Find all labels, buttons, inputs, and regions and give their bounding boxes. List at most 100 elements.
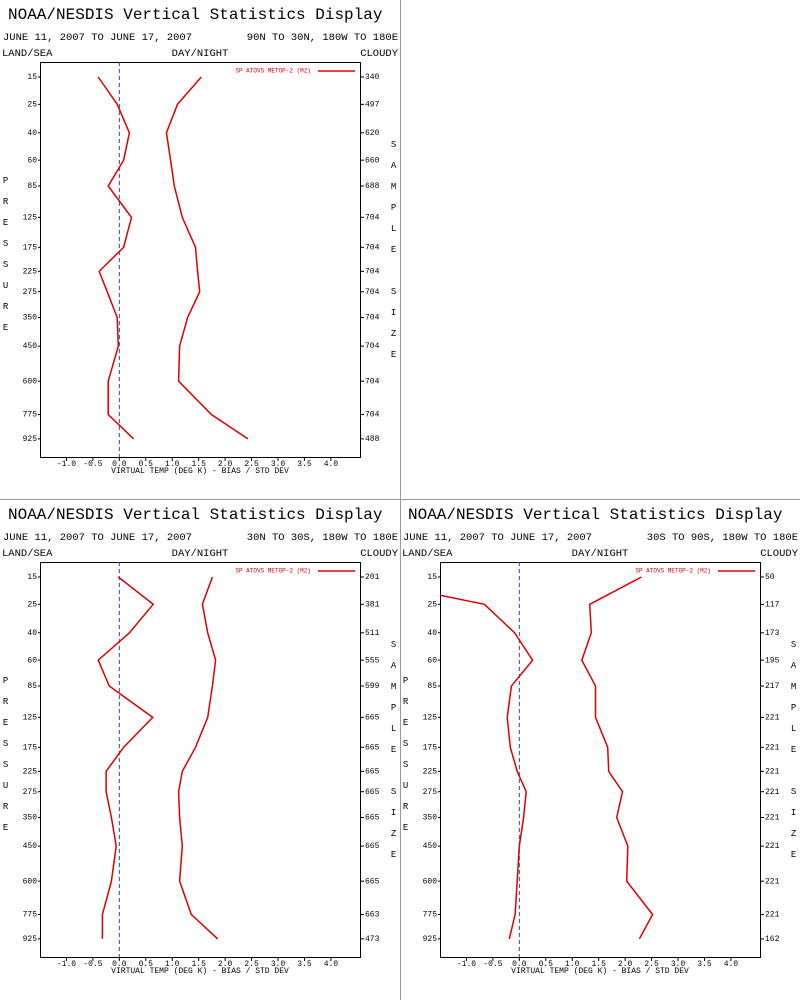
y-tick-label: 25 — [27, 600, 37, 609]
land-sea-label: LAND/SEA — [2, 48, 53, 60]
x-tick-label: 0.0 — [112, 460, 127, 469]
sample-size-label: 381 — [365, 600, 380, 609]
legend-label: SP ATOVS METOP-2 (M2) — [635, 568, 711, 575]
x-tick-label: 3.5 — [297, 960, 312, 969]
y-tick-label: 15 — [27, 573, 37, 582]
y-tick-label: 775 — [23, 411, 38, 420]
chart-title: NOAA/NESDIS Vertical Statistics Display — [8, 506, 383, 524]
sample-size-label: 665 — [365, 788, 380, 797]
y-tick-label: 85 — [27, 682, 37, 691]
chart-title: NOAA/NESDIS Vertical Statistics Display — [8, 6, 383, 24]
y-tick-label: 225 — [423, 767, 438, 776]
sample-size-label: 497 — [365, 100, 380, 109]
sample-size-label: 221 — [765, 911, 780, 920]
y-tick-label: 450 — [23, 342, 38, 351]
x-tick-label: 2.5 — [644, 960, 659, 969]
x-tick-label: 2.5 — [244, 960, 259, 969]
sample-size-label: 221 — [765, 767, 780, 776]
sample-size-label: 221 — [765, 713, 780, 722]
y-tick-label: 350 — [423, 814, 438, 823]
x-tick-label: -0.5 — [483, 960, 502, 969]
y-tick-label: 15 — [27, 73, 37, 82]
y-tick-label: 175 — [23, 243, 38, 252]
x-axis-label: VIRTUAL TEMP (DEG K) - BIAS / STD DEV — [511, 967, 689, 976]
y2-axis-label: SAMPLE SIZE — [389, 640, 399, 871]
x-axis-label: VIRTUAL TEMP (DEG K) - BIAS / STD DEV — [111, 467, 289, 476]
y-tick-label: 925 — [423, 935, 438, 944]
sample-size-label: 704 — [365, 267, 380, 276]
sample-size-label: 620 — [365, 129, 380, 138]
cloud-label: CLOUDY — [360, 48, 399, 60]
panel: NOAA/NESDIS Vertical Statistics Display J… — [401, 506, 799, 976]
y2-axis-label: SAMPLE SIZE — [789, 640, 799, 871]
y-tick-label: 275 — [23, 788, 38, 797]
plot-frame — [440, 562, 761, 958]
sample-size-label: 221 — [765, 788, 780, 797]
land-sea-label: LAND/SEA — [402, 548, 453, 560]
x-tick-label: 2.5 — [244, 460, 259, 469]
x-tick-label: 0.5 — [539, 960, 554, 969]
sample-size-label: 201 — [365, 573, 380, 582]
sample-size-label: 704 — [365, 213, 380, 222]
sample-size-label: 660 — [365, 156, 380, 165]
y-axis-label: PRESSURE — [1, 176, 11, 344]
y-tick-label: 40 — [427, 629, 437, 638]
y-tick-label: 60 — [427, 656, 437, 665]
y-tick-label: 25 — [427, 600, 437, 609]
day-night-label: DAY/NIGHT — [172, 48, 229, 60]
y-tick-label: 275 — [423, 788, 438, 797]
x-tick-label: -1.0 — [57, 460, 76, 469]
sample-size-label: 665 — [365, 877, 380, 886]
region: 30S TO 90S, 180W TO 180E — [647, 532, 798, 544]
x-tick-label: 3.5 — [697, 960, 712, 969]
x-tick-label: 0.5 — [139, 460, 154, 469]
x-tick-label: 0.5 — [139, 960, 154, 969]
sample-size-label: 511 — [365, 629, 380, 638]
y-tick-label: 600 — [23, 877, 38, 886]
y-tick-label: 925 — [23, 935, 38, 944]
sample-size-label: 473 — [365, 935, 380, 944]
x-tick-label: 3.5 — [297, 460, 312, 469]
subtitle: JUNE 11, 2007 TO JUNE 17, 2007 — [3, 32, 192, 44]
plot-frame — [40, 562, 361, 958]
x-tick-label: 4.0 — [724, 960, 739, 969]
sample-size-label: 117 — [765, 600, 780, 609]
x-tick-label: 2.0 — [218, 460, 233, 469]
sample-size-label: 221 — [765, 743, 780, 752]
y-tick-label: 125 — [23, 713, 38, 722]
y-tick-label: 60 — [27, 656, 37, 665]
x-tick-label: 4.0 — [324, 960, 339, 969]
x-tick-label: 3.0 — [671, 960, 686, 969]
x-tick-label: 3.0 — [271, 460, 286, 469]
sample-size-label: 665 — [365, 767, 380, 776]
x-tick-label: 0.0 — [512, 960, 527, 969]
y-tick-label: 450 — [423, 842, 438, 851]
std-dev-line — [165, 76, 249, 440]
y-tick-label: 600 — [23, 377, 38, 386]
cloud-label: CLOUDY — [760, 548, 799, 560]
region: 90N TO 30N, 180W TO 180E — [247, 32, 398, 44]
sample-size-label: 488 — [365, 435, 380, 444]
y-tick-label: 600 — [423, 877, 438, 886]
sample-size-label: 704 — [365, 411, 380, 420]
y-tick-label: 60 — [27, 156, 37, 165]
x-tick-label: 1.0 — [165, 960, 180, 969]
sample-size-label: 704 — [365, 342, 380, 351]
land-sea-label: LAND/SEA — [2, 548, 53, 560]
sample-size-label: 704 — [365, 243, 380, 252]
y-axis-label: PRESSURE — [401, 676, 411, 844]
sample-size-label: 217 — [765, 682, 780, 691]
y-tick-label: 925 — [23, 435, 38, 444]
x-tick-label: 1.0 — [565, 960, 580, 969]
x-tick-label: -0.5 — [83, 460, 102, 469]
sample-size-label: 555 — [365, 656, 380, 665]
x-tick-label: 3.0 — [271, 960, 286, 969]
sample-size-label: 665 — [365, 814, 380, 823]
legend-label: SP ATOVS METOP-2 (M2) — [235, 568, 311, 575]
y-tick-label: 175 — [423, 743, 438, 752]
x-tick-label: 1.0 — [165, 460, 180, 469]
y-tick-label: 450 — [23, 842, 38, 851]
bias-line — [97, 576, 155, 939]
